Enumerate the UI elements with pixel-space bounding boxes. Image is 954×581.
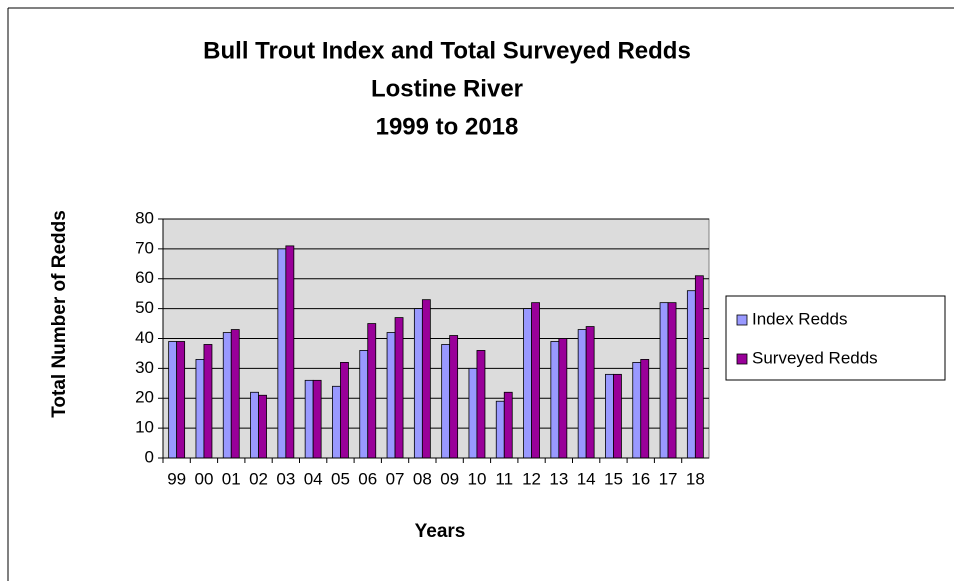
- y-tick-label: 30: [135, 358, 154, 377]
- x-tick-label: 01: [222, 469, 241, 488]
- x-tick-label: 05: [331, 469, 350, 488]
- bar: [359, 350, 369, 459]
- legend-box: [725, 295, 946, 381]
- y-tick-label: 0: [145, 447, 154, 466]
- bar: [449, 335, 459, 459]
- bar: [304, 379, 314, 459]
- chart-subtitle: 1999 to 2018: [376, 113, 519, 140]
- x-tick-label: 99: [167, 469, 186, 488]
- bar: [394, 317, 404, 459]
- x-tick-label: 07: [386, 469, 405, 488]
- x-tick-label: 02: [249, 469, 268, 488]
- chart-title: Bull Trout Index and Total Surveyed Redd…: [203, 37, 691, 64]
- bar: [495, 400, 505, 459]
- bar: [613, 373, 622, 459]
- bar: [640, 359, 650, 459]
- y-tick-label: 10: [135, 418, 154, 437]
- bar: [250, 391, 259, 459]
- legend-label: Surveyed Redds: [752, 348, 878, 367]
- bar: [332, 385, 341, 459]
- chart-subtitle: Lostine River: [371, 75, 523, 102]
- bar: [503, 391, 513, 459]
- bar: [222, 332, 232, 459]
- bar: [694, 275, 704, 459]
- x-axis-title: Years: [415, 521, 466, 542]
- bar: [476, 350, 486, 459]
- x-tick-label: 08: [413, 469, 432, 488]
- x-tick-label: 10: [467, 469, 486, 488]
- y-tick-label: 80: [135, 208, 154, 227]
- y-tick-label: 50: [135, 298, 154, 317]
- x-tick-label: 12: [522, 469, 541, 488]
- x-tick-label: 15: [604, 469, 623, 488]
- bar: [386, 332, 396, 459]
- bar: [230, 329, 240, 459]
- bar: [659, 302, 669, 459]
- legend-label: Index Redds: [752, 309, 847, 328]
- bar: [258, 394, 267, 459]
- x-tick-label: 03: [276, 469, 295, 488]
- x-tick-label: 14: [577, 469, 596, 488]
- bar: [667, 302, 677, 459]
- y-tick-label: 40: [135, 328, 154, 347]
- bar: [340, 361, 349, 459]
- bar: [168, 341, 178, 459]
- bar: [421, 299, 431, 459]
- bar: [531, 302, 540, 459]
- x-tick-label: 00: [194, 469, 213, 488]
- bar: [632, 361, 642, 459]
- bar: [413, 308, 423, 459]
- bar: [195, 359, 205, 459]
- bar: [312, 379, 322, 459]
- x-tick-label: 18: [686, 469, 705, 488]
- legend-swatch: [736, 314, 748, 326]
- y-tick-label: 20: [135, 388, 154, 407]
- x-tick-label: 11: [495, 469, 513, 488]
- bar: [367, 323, 377, 459]
- y-tick-label: 60: [135, 268, 154, 287]
- x-tick-label: 13: [549, 469, 568, 488]
- bar: [605, 373, 614, 459]
- y-tick-label: 70: [135, 238, 154, 257]
- bar: [577, 329, 587, 459]
- y-axis-title: Total Number of Redds: [49, 210, 70, 418]
- bar: [686, 290, 696, 459]
- x-tick-label: 09: [440, 469, 459, 488]
- bar: [558, 338, 568, 459]
- x-tick-label: 04: [304, 469, 323, 488]
- bar: [550, 341, 560, 459]
- x-tick-label: 17: [659, 469, 678, 488]
- legend-swatch: [736, 353, 748, 365]
- bar: [277, 248, 287, 459]
- bar: [441, 344, 451, 459]
- bar: [285, 245, 295, 459]
- bar: [203, 344, 213, 459]
- bar: [585, 326, 595, 459]
- x-tick-label: 16: [631, 469, 650, 488]
- bar: [176, 341, 186, 459]
- x-tick-label: 06: [358, 469, 377, 488]
- bar: [468, 367, 478, 459]
- bar: [523, 308, 532, 459]
